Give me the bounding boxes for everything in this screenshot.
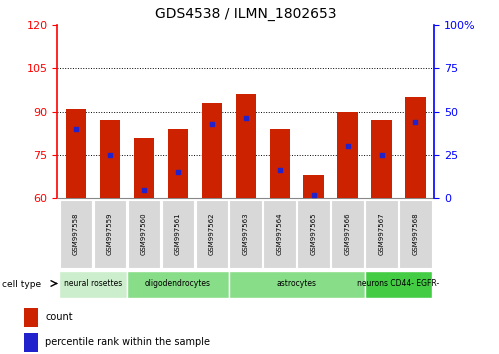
Bar	[59, 270, 127, 298]
Bar	[134, 137, 154, 198]
Bar	[128, 200, 160, 268]
Bar	[94, 200, 126, 268]
Text: cell type: cell type	[2, 280, 41, 289]
Text: GSM997558: GSM997558	[73, 212, 79, 255]
Bar	[331, 200, 364, 268]
Point	[310, 192, 318, 198]
Bar	[24, 333, 38, 352]
Bar	[127, 270, 229, 298]
Bar	[230, 200, 262, 268]
Bar	[202, 103, 222, 198]
Bar	[365, 270, 433, 298]
Bar	[365, 200, 398, 268]
Text: GSM997562: GSM997562	[209, 212, 215, 255]
Point	[378, 152, 386, 158]
Bar	[371, 120, 392, 198]
Text: GSM997559: GSM997559	[107, 212, 113, 255]
Bar	[399, 200, 432, 268]
Text: GSM997565: GSM997565	[311, 212, 317, 255]
Text: GSM997567: GSM997567	[379, 212, 385, 255]
Text: GSM997568: GSM997568	[413, 212, 419, 255]
Bar	[100, 120, 120, 198]
Text: GSM997566: GSM997566	[345, 212, 351, 255]
Bar	[196, 200, 228, 268]
Bar	[162, 200, 194, 268]
Point	[276, 168, 284, 173]
Bar	[405, 97, 426, 198]
Point	[412, 119, 420, 125]
Bar	[60, 200, 92, 268]
Text: GSM997561: GSM997561	[175, 212, 181, 255]
Text: percentile rank within the sample: percentile rank within the sample	[45, 337, 211, 347]
Point	[106, 152, 114, 158]
Point	[242, 116, 250, 121]
Bar	[337, 112, 358, 198]
Bar	[236, 94, 256, 198]
Bar	[263, 200, 296, 268]
Text: neural rosettes: neural rosettes	[64, 279, 122, 288]
Point	[72, 126, 80, 132]
Title: GDS4538 / ILMN_1802653: GDS4538 / ILMN_1802653	[155, 7, 336, 21]
Bar	[229, 270, 365, 298]
Point	[344, 143, 352, 149]
Point	[208, 121, 216, 126]
Bar	[66, 109, 86, 198]
Text: oligodendrocytes: oligodendrocytes	[145, 279, 211, 288]
Point	[174, 170, 182, 175]
Text: astrocytes: astrocytes	[276, 279, 317, 288]
Text: count: count	[45, 312, 73, 322]
Bar	[303, 175, 324, 198]
Text: GSM997564: GSM997564	[277, 212, 283, 255]
Bar	[24, 308, 38, 327]
Bar	[168, 129, 188, 198]
Point	[140, 187, 148, 193]
Text: GSM997563: GSM997563	[243, 212, 249, 255]
Bar	[297, 200, 330, 268]
Text: GSM997560: GSM997560	[141, 212, 147, 255]
Text: neurons CD44- EGFR-: neurons CD44- EGFR-	[357, 279, 440, 288]
Bar	[269, 129, 290, 198]
